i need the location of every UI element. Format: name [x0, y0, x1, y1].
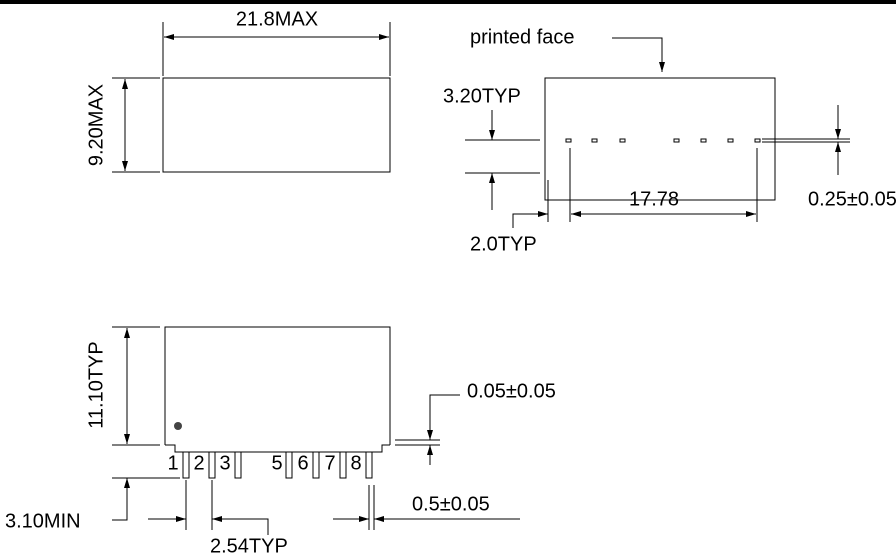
dim-pin-length: 3.10MIN — [5, 510, 81, 532]
pin-label: 7 — [324, 452, 335, 474]
dim-height: 11.10TYP — [85, 341, 107, 428]
dim-width: 9.20MAX — [85, 84, 107, 166]
dim-pin-width: 0.5±0.05 — [412, 493, 490, 515]
pin-label: 8 — [350, 452, 361, 474]
dim-pin-span: 17.78 — [629, 188, 679, 210]
pin-label: 1 — [167, 452, 178, 474]
dim-standoff: 0.05±0.05 — [467, 380, 556, 402]
face-view: printed face 3.20TYP 17.78 2.0TYP 0.25±0… — [443, 26, 896, 255]
pads — [565, 138, 761, 143]
dim-edge-offset: 2.0TYP — [470, 233, 537, 255]
pin-label: 2 — [193, 452, 204, 474]
pin-label: 5 — [271, 452, 282, 474]
dim-pitch: 2.54TYP — [210, 535, 288, 557]
pin-label: 3 — [219, 452, 230, 474]
dim-pad-height: 3.20TYP — [443, 85, 521, 107]
side-view: 1 2 3 5 6 7 8 11.10TYP 3.10MIN 0.05±0.05… — [5, 326, 556, 557]
top-view: 21.8MAX 9.20MAX — [85, 8, 391, 173]
dim-pad-size: 0.25±0.05 — [808, 188, 896, 210]
printed-face-label: printed face — [470, 26, 575, 48]
pin-label: 6 — [297, 452, 308, 474]
dim-length: 21.8MAX — [236, 8, 318, 30]
top-bar — [0, 0, 896, 4]
pin1-dot — [174, 422, 182, 430]
pins — [182, 451, 373, 479]
